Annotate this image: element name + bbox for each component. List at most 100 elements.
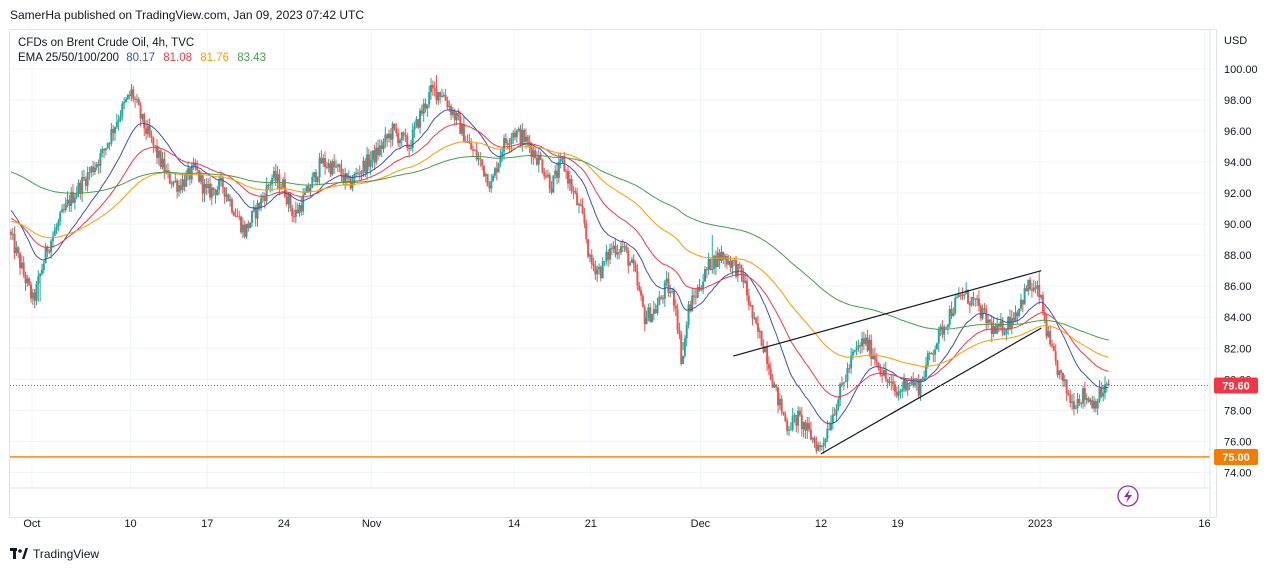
candle-body: [594, 265, 597, 275]
candle-body: [165, 170, 168, 173]
candle-body: [386, 134, 389, 139]
candle-body: [601, 261, 604, 279]
candle-body: [877, 362, 880, 368]
candle-body: [855, 347, 858, 351]
candle-body: [1107, 383, 1110, 386]
candle-body: [1036, 285, 1039, 289]
candle-body: [917, 380, 920, 396]
candle-body: [497, 163, 500, 173]
candle-body: [272, 170, 275, 178]
candle-body: [79, 182, 82, 194]
candle-body: [1072, 401, 1075, 410]
candle-body: [501, 151, 504, 157]
candle-body: [725, 256, 728, 265]
chart-frame[interactable]: [9, 29, 1217, 518]
price-tick-label: 86.00: [1224, 281, 1252, 293]
candle-body: [293, 216, 296, 218]
candle-body: [713, 255, 716, 269]
candle-body: [767, 363, 770, 369]
candle-body: [738, 264, 741, 266]
candle-body: [198, 170, 201, 182]
candle-body: [150, 135, 153, 138]
candle-body: [33, 292, 36, 301]
candle-body: [809, 429, 812, 440]
candle-body: [619, 246, 622, 253]
candle-body: [607, 251, 610, 260]
candle-body: [135, 99, 138, 101]
annotation-lines: [10, 270, 1210, 458]
ema-label[interactable]: EMA 25/50/100/200: [18, 52, 120, 64]
candle-body: [972, 297, 975, 299]
candle-body: [919, 379, 922, 396]
candle-body: [366, 154, 369, 173]
candle-body: [397, 132, 400, 144]
candle-body: [961, 295, 964, 297]
candle-body: [457, 113, 460, 116]
candle-body: [472, 149, 475, 151]
ema-layer: [10, 109, 1109, 425]
candle-body: [360, 170, 363, 174]
candle-body: [240, 216, 243, 233]
candle-body: [625, 246, 628, 251]
candle-body: [532, 150, 535, 158]
candle-body: [230, 199, 233, 212]
candle-body: [992, 325, 995, 334]
footer-brand: TradingView: [33, 547, 100, 561]
candle-body: [988, 319, 991, 323]
candle-body: [656, 304, 659, 314]
candle-body: [550, 188, 553, 193]
candle-body: [736, 264, 739, 277]
candle-body: [543, 172, 546, 177]
candle-body: [387, 133, 390, 139]
candle-body: [937, 329, 940, 344]
candle-body: [678, 330, 681, 335]
time-tick-label: 24: [278, 518, 290, 530]
candle-body: [309, 188, 312, 192]
ema-line-200: [10, 154, 1109, 341]
candle-body: [906, 383, 909, 391]
candle-body: [46, 246, 49, 252]
price-tick-label: 74.00: [1224, 467, 1252, 479]
candle-body: [417, 119, 420, 128]
candle-body: [132, 89, 135, 99]
candle-body: [985, 308, 988, 323]
candle-body: [398, 140, 401, 144]
candle-body: [61, 209, 64, 213]
candle-body: [97, 164, 100, 166]
candle-body: [762, 345, 765, 353]
candle-body: [1051, 344, 1054, 346]
candle-body: [285, 196, 288, 205]
candle-body: [282, 179, 285, 188]
candle-body: [1027, 279, 1030, 292]
price-tick-label: 98.00: [1224, 95, 1252, 107]
candle-body: [400, 132, 403, 141]
candle-body: [68, 199, 71, 207]
candle-body: [504, 137, 507, 144]
candle-body: [482, 165, 485, 177]
candle-body: [614, 245, 617, 255]
symbol-line[interactable]: CFDs on Brent Crude Oil, 4h, TVC: [18, 37, 195, 49]
price-tick-label: 90.00: [1224, 219, 1252, 231]
candle-body: [104, 148, 107, 151]
candle-body: [700, 289, 703, 291]
candle-body: [1089, 399, 1092, 402]
candle-body: [190, 165, 193, 180]
candle-body: [181, 179, 184, 191]
candle-body: [70, 192, 73, 207]
time-tick-label: 19: [892, 518, 904, 530]
candle-body: [338, 164, 341, 168]
candle-body: [987, 319, 990, 323]
candle-body: [861, 338, 864, 347]
candle-body: [826, 428, 829, 440]
candle-body: [1103, 384, 1106, 393]
candle-body: [335, 166, 338, 168]
candle-body: [539, 154, 542, 161]
footer[interactable]: TradingView: [10, 547, 99, 561]
candle-body: [156, 146, 159, 158]
candle-body: [210, 187, 213, 198]
candle-body: [444, 95, 447, 101]
candle-body: [409, 147, 412, 149]
lightning-icon[interactable]: [1117, 485, 1139, 507]
candle-body: [979, 305, 982, 319]
